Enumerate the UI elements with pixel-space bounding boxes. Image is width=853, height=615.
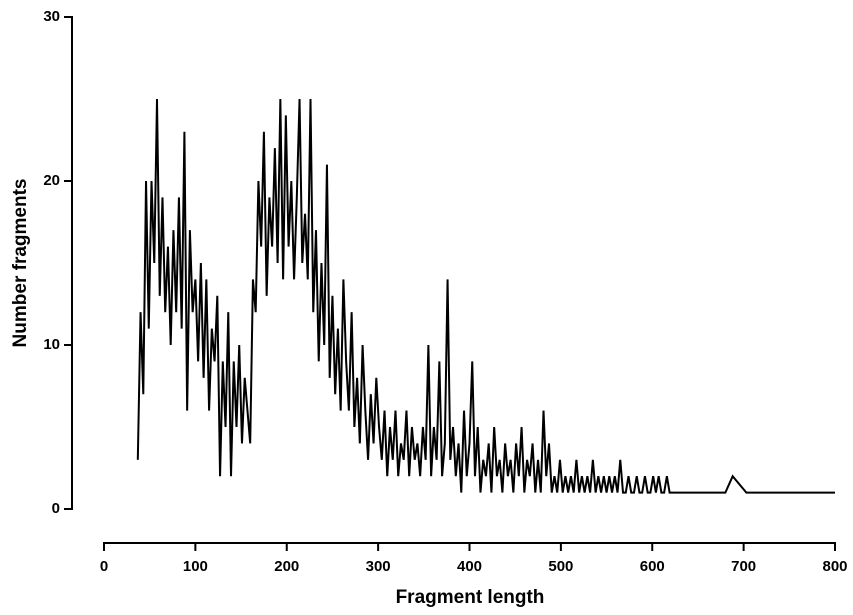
y-axis-title: Number fragments — [10, 179, 31, 348]
y-tick-label: 20 — [43, 172, 60, 189]
x-tick-label: 800 — [822, 558, 847, 575]
y-tick-label: 30 — [43, 8, 60, 25]
x-tick-label: 400 — [457, 558, 482, 575]
y-tick-label: 0 — [52, 500, 60, 517]
x-tick-label: 100 — [183, 558, 208, 575]
x-tick-label: 500 — [548, 558, 573, 575]
x-tick-label: 0 — [100, 558, 108, 575]
data-line — [136, 98, 835, 494]
x-tick-label: 300 — [366, 558, 391, 575]
x-axis-title: Fragment length — [396, 587, 545, 608]
x-tick-label: 700 — [731, 558, 756, 575]
x-tick-label: 200 — [274, 558, 299, 575]
x-tick-label: 600 — [640, 558, 665, 575]
y-tick-label: 10 — [43, 336, 60, 353]
